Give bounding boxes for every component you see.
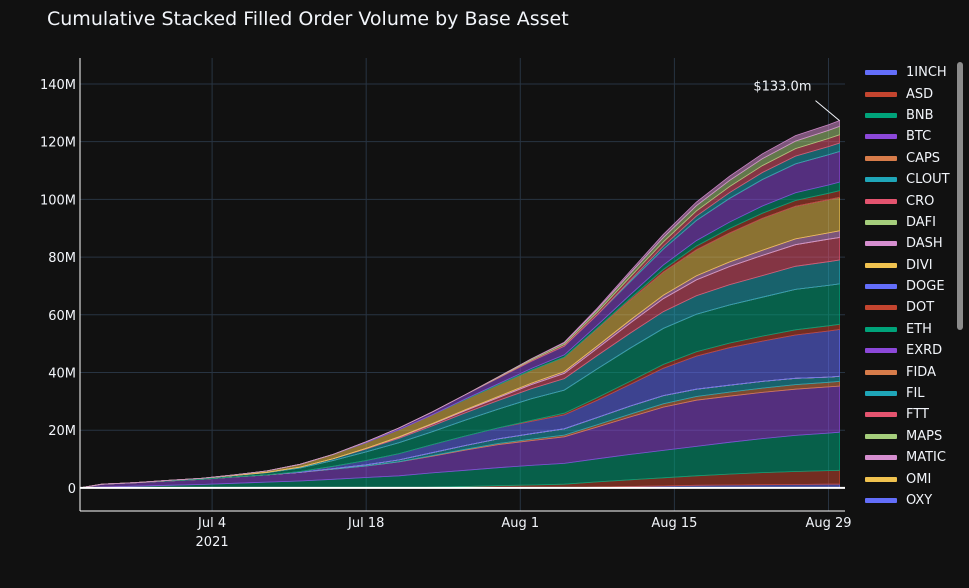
legend-swatch xyxy=(865,262,897,268)
legend-label: DOGE xyxy=(906,279,945,295)
legend-item-oxy[interactable]: OXY xyxy=(862,490,954,511)
legend-item-fil[interactable]: FIL xyxy=(862,383,954,404)
legend-label: DOT xyxy=(906,300,935,316)
legend-label: CRO xyxy=(906,193,935,209)
legend-swatch xyxy=(865,433,897,439)
legend-swatch xyxy=(865,198,897,204)
legend-swatch xyxy=(865,284,897,290)
legend-scrollbar[interactable] xyxy=(957,62,963,330)
legend-item-doge[interactable]: DOGE xyxy=(862,276,954,297)
legend-label: OXY xyxy=(906,493,933,508)
legend-swatch xyxy=(865,91,897,97)
legend-label: ETH xyxy=(906,321,932,337)
legend-swatch xyxy=(865,412,897,418)
y-tick-label: 140M xyxy=(40,78,76,93)
legend-label: FIL xyxy=(906,386,925,402)
legend-item-dot[interactable]: DOT xyxy=(862,297,954,318)
legend-swatch xyxy=(865,134,897,140)
legend-swatch xyxy=(865,455,897,461)
y-tick-label: 120M xyxy=(40,136,76,151)
total-annotation: $133.0m xyxy=(753,80,840,121)
legend-label: 1INCH xyxy=(906,65,947,81)
legend-label: BNB xyxy=(906,107,934,123)
legend-label: FTT xyxy=(906,407,929,423)
x-tick-label: Aug 15 xyxy=(651,516,697,531)
legend-item-exrd[interactable]: EXRD xyxy=(862,340,954,361)
legend-label: BTC xyxy=(906,129,932,145)
legend-swatch xyxy=(865,241,897,247)
x-tick-label: Aug 29 xyxy=(805,516,851,531)
legend-label: CAPS xyxy=(906,150,941,166)
y-tick-label: 20M xyxy=(48,424,76,439)
y-tick-label: 0 xyxy=(68,482,76,497)
annotation-label: $133.0m xyxy=(753,80,811,95)
legend-item-asd[interactable]: ASD xyxy=(862,83,954,104)
legend-item-fida[interactable]: FIDA xyxy=(862,361,954,382)
legend-label: DIVI xyxy=(906,257,933,273)
legend-label: ASD xyxy=(906,86,934,102)
y-tick-label: 80M xyxy=(48,251,76,266)
legend-item-btc[interactable]: BTC xyxy=(862,126,954,147)
axes: 0 20M 40M 60M 80M 100M 120M 140M Jul 4 2021 Jul 18… xyxy=(40,58,852,550)
legend-swatch xyxy=(865,498,897,503)
legend-swatch xyxy=(865,326,897,332)
legend-swatch xyxy=(865,155,897,161)
chart-title: Cumulative Stacked Filled Order Volume b… xyxy=(47,8,569,30)
legend-swatch xyxy=(865,391,897,397)
legend-swatch xyxy=(865,305,897,311)
area-yfi[interactable] xyxy=(79,120,840,489)
legend-item-dafi[interactable]: DAFI xyxy=(862,212,954,233)
x-tick-label: Jul 4 xyxy=(197,516,226,531)
legend-item-1inch[interactable]: 1INCH xyxy=(862,62,954,83)
legend-swatch xyxy=(865,219,897,225)
x-tick-label: Jul 18 xyxy=(347,516,384,531)
y-tick-label: 40M xyxy=(48,367,76,382)
legend-item-clout[interactable]: CLOUT xyxy=(862,169,954,190)
legend-item-ftt[interactable]: FTT xyxy=(862,404,954,425)
x-tick-sublabel: 2021 xyxy=(196,535,229,550)
legend: 1INCH ASD BNB BTC CAPS CLOUT CRO DAFI DASH DIVI DO… xyxy=(862,62,954,511)
legend-item-bnb[interactable]: BNB xyxy=(862,105,954,126)
y-tick-label: 100M xyxy=(40,193,76,208)
legend-item-dash[interactable]: DASH xyxy=(862,233,954,254)
legend-item-caps[interactable]: CAPS xyxy=(862,148,954,169)
legend-swatch xyxy=(865,348,897,354)
legend-swatch xyxy=(865,70,897,76)
legend-label: EXRD xyxy=(906,343,943,359)
legend-item-divi[interactable]: DIVI xyxy=(862,255,954,276)
legend-item-eth[interactable]: ETH xyxy=(862,319,954,340)
legend-label: FIDA xyxy=(906,364,936,380)
stacked-areas xyxy=(79,120,840,489)
legend-label: CLOUT xyxy=(906,172,950,188)
legend-label: DASH xyxy=(906,236,943,252)
legend-label: MAPS xyxy=(906,428,943,444)
legend-item-maps[interactable]: MAPS xyxy=(862,426,954,447)
legend-item-cro[interactable]: CRO xyxy=(862,190,954,211)
legend-item-matic[interactable]: MATIC xyxy=(862,447,954,468)
legend-label: OMI xyxy=(906,471,932,487)
legend-swatch xyxy=(865,177,897,183)
legend-label: MATIC xyxy=(906,450,946,466)
legend-swatch xyxy=(865,112,897,118)
y-tick-label: 60M xyxy=(48,309,76,324)
legend-swatch xyxy=(865,476,897,482)
legend-item-omi[interactable]: OMI xyxy=(862,468,954,489)
annotation-arrow xyxy=(815,100,840,121)
legend-swatch xyxy=(865,369,897,375)
x-tick-label: Aug 1 xyxy=(501,516,539,531)
legend-label: DAFI xyxy=(906,214,936,230)
